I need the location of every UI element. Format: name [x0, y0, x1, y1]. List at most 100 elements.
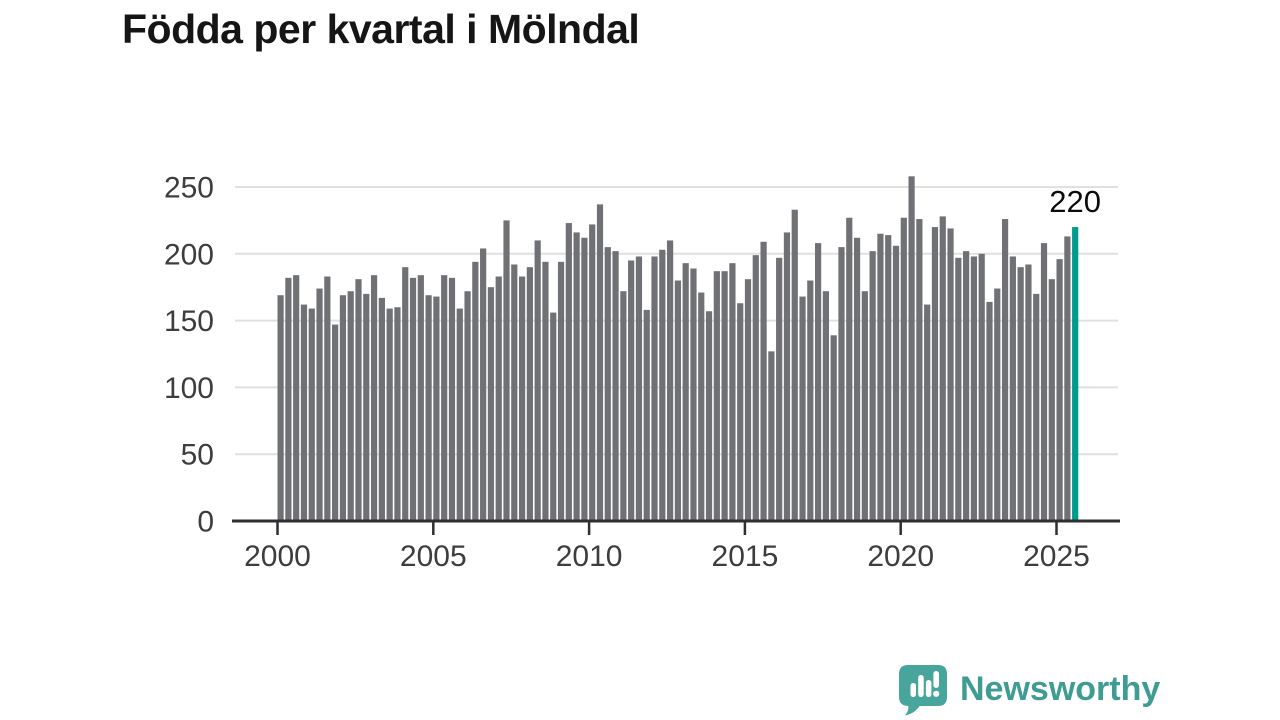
bar-2011-Q1: [620, 291, 627, 521]
bar-2023-Q2: [1001, 219, 1009, 521]
bar-2008-Q3: [542, 261, 549, 521]
bar-2001-Q1: [308, 308, 315, 521]
bar-2003-Q3: [386, 308, 393, 521]
bar-2002-Q2: [347, 291, 354, 521]
bar-2017-Q4: [830, 335, 837, 521]
bar-2025-Q3: [1072, 227, 1079, 521]
bar-2023-Q3: [1009, 256, 1016, 521]
bar-2016-Q2: [783, 232, 791, 522]
bar-2018-Q1: [838, 247, 845, 521]
bar-2014-Q4: [737, 303, 744, 521]
bar-2001-Q4: [332, 324, 339, 521]
y-tick-label-50: 50: [181, 439, 214, 472]
bar-2000-Q1: [277, 295, 284, 521]
bar-2010-Q2: [596, 204, 604, 521]
bar-2004-Q4: [425, 295, 432, 521]
bar-2019-Q4: [892, 245, 900, 521]
bar-2022-Q3: [978, 253, 985, 522]
y-tick-label-200: 200: [164, 238, 214, 271]
bar-2016-Q3: [791, 209, 798, 521]
bar-2009-Q2: [565, 223, 572, 521]
births-per-quarter-bar-chart: 0 50 100 150 200 250 2000 2005 2010 2015 2020 2025 2…: [164, 172, 1120, 573]
bar-2012-Q1: [651, 256, 658, 521]
bar-2013-Q4: [705, 311, 713, 521]
bar-2015-Q4: [768, 351, 775, 521]
bar-2007-Q2: [503, 220, 510, 521]
logo-mini-bar-1: [910, 683, 916, 697]
bar-2016-Q1: [776, 257, 783, 521]
y-tick-label-100: 100: [164, 372, 214, 405]
bar-2008-Q2: [534, 240, 541, 521]
bar-2024-Q1: [1025, 264, 1032, 521]
bar-2017-Q1: [807, 280, 814, 521]
bar-2019-Q3: [885, 235, 892, 521]
brand-footer: Newsworthy: [897, 663, 1160, 716]
bar-2011-Q2: [628, 260, 635, 521]
last-value-annotation: 220: [1049, 184, 1101, 219]
bar-2017-Q3: [822, 291, 829, 521]
brand-name: Newsworthy: [960, 670, 1161, 708]
bar-2012-Q4: [674, 280, 681, 521]
bar-2024-Q2: [1033, 293, 1040, 521]
bar-2004-Q2: [409, 277, 417, 521]
chart-title: Födda per kvartal i Mölndal: [122, 6, 640, 52]
bar-2009-Q4: [581, 237, 588, 521]
bar-2018-Q2: [846, 217, 853, 522]
bar-2010-Q3: [604, 247, 611, 521]
bar-2006-Q3: [480, 248, 487, 521]
bar-2008-Q1: [526, 267, 533, 521]
bar-2010-Q1: [589, 224, 596, 521]
bar-2005-Q1: [433, 296, 440, 521]
bar-2008-Q4: [550, 312, 557, 521]
bar-2011-Q3: [635, 256, 643, 521]
bar-2004-Q1: [402, 267, 409, 521]
y-tick-label-0: 0: [197, 506, 214, 539]
bar-2023-Q4: [1017, 267, 1024, 521]
bar-2024-Q4: [1048, 279, 1055, 521]
bar-2015-Q2: [752, 255, 759, 521]
bar-2003-Q4: [394, 307, 401, 521]
bar-2000-Q4: [300, 304, 308, 521]
bar-2016-Q4: [799, 296, 806, 521]
bar-2019-Q2: [877, 233, 884, 521]
bar-2015-Q3: [760, 241, 767, 521]
bar-2003-Q1: [370, 275, 378, 521]
bar-2021-Q2: [939, 216, 946, 521]
x-tick-label-2005: 2005: [400, 540, 467, 573]
bar-2010-Q4: [612, 251, 619, 521]
bar-2023-Q1: [994, 288, 1001, 521]
bar-2005-Q2: [441, 275, 448, 521]
logo-mini-bar-3: [925, 680, 932, 697]
bar-2018-Q4: [861, 291, 868, 521]
bar-2015-Q1: [744, 279, 752, 521]
bar-2021-Q3: [947, 228, 954, 522]
bar-2020-Q3: [916, 219, 923, 521]
bar-2006-Q2: [472, 261, 479, 521]
bar-2003-Q2: [378, 297, 385, 521]
bar-2025-Q1: [1056, 259, 1063, 521]
bar-2002-Q4: [363, 293, 370, 521]
bar-2005-Q3: [448, 277, 456, 521]
y-tick-label-150: 150: [164, 305, 214, 338]
bar-2013-Q3: [698, 292, 705, 521]
bar-2018-Q3: [853, 237, 861, 521]
bar-2009-Q1: [557, 261, 565, 521]
bar-2013-Q1: [682, 263, 689, 521]
bar-2001-Q3: [324, 276, 331, 521]
bar-2012-Q2: [659, 249, 666, 522]
newsworthy-logo-icon: [899, 665, 947, 716]
bar-2022-Q4: [986, 301, 993, 521]
x-tick-label-2015: 2015: [712, 540, 779, 573]
bar-2002-Q3: [355, 279, 362, 521]
bar-2020-Q1: [900, 217, 907, 522]
bar-2007-Q3: [511, 264, 518, 521]
bar-2021-Q1: [931, 227, 939, 521]
x-tick-label-2020: 2020: [867, 540, 934, 573]
bar-2011-Q4: [643, 309, 650, 521]
bar-2000-Q2: [285, 277, 292, 521]
bar-2025-Q2: [1064, 236, 1071, 521]
bar-2001-Q2: [316, 288, 323, 521]
bar-2006-Q1: [464, 291, 471, 521]
bar-2014-Q3: [729, 263, 736, 521]
